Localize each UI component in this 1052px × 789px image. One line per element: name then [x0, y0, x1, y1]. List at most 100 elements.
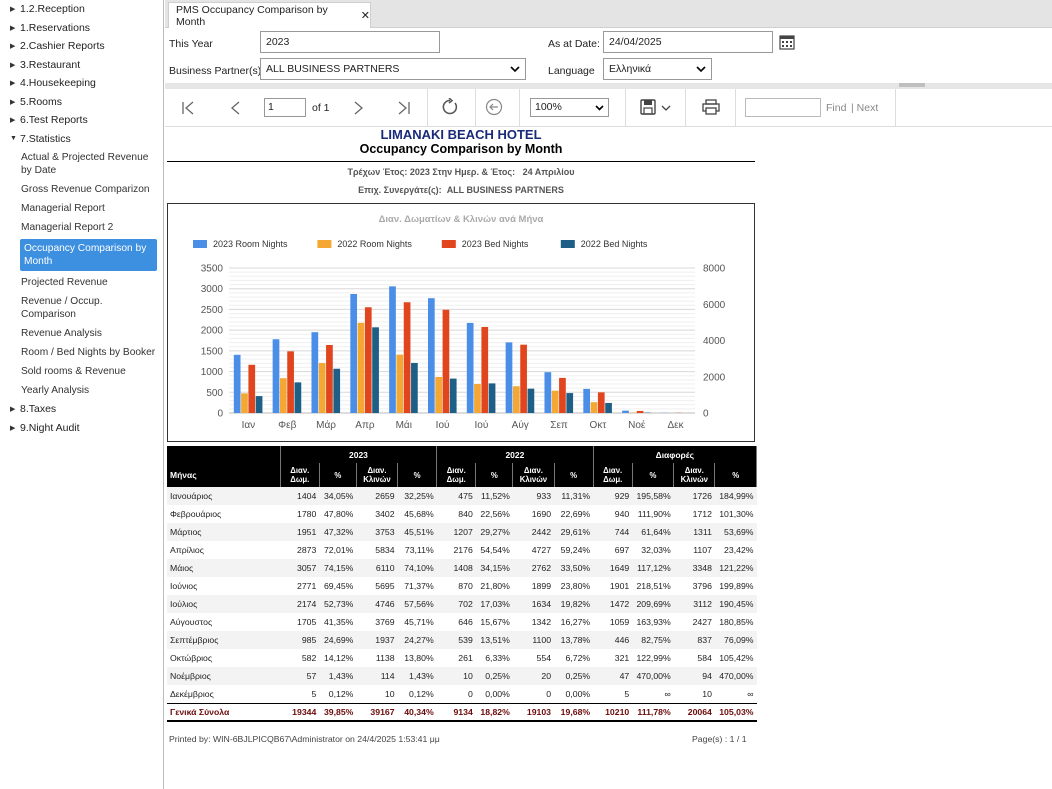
save-icon[interactable] — [640, 99, 656, 115]
table-cell: 0,25% — [554, 667, 594, 685]
table-cell: Απρίλιος — [170, 545, 204, 555]
find-input[interactable] — [745, 98, 821, 117]
bar — [396, 354, 404, 413]
table-cell: Δεκέμβριος — [170, 688, 214, 699]
bar — [474, 383, 481, 413]
x-tick-label: Ιού — [475, 419, 489, 431]
as-at-date-input[interactable]: 24/04/2025 — [603, 31, 773, 53]
table-cell: Μάρτιος — [167, 523, 281, 541]
table-cell: 218,51% — [636, 581, 671, 591]
table-cell — [167, 446, 281, 463]
sidebar-subitem[interactable]: Managerial Report — [21, 203, 105, 214]
tab-bar: PMS Occupancy Comparison by Month ✕ — [165, 0, 1052, 28]
calendar-icon[interactable] — [779, 34, 795, 50]
table-cell: 697 — [614, 545, 630, 555]
toolbar-separator — [685, 89, 686, 127]
table-cell: 10 — [702, 688, 712, 699]
occupancy-chart: Διαν. Δωματίων & Κλινών ανά Μήνα 2023 Roo… — [193, 214, 726, 431]
caret-right-icon: ▶ — [10, 43, 16, 51]
table-cell: 13,78% — [554, 631, 594, 649]
sidebar-item[interactable]: ▶ 1.Reservations — [0, 19, 163, 38]
table-cell: Ιούνιος — [170, 581, 198, 591]
page-number-input[interactable]: 1 — [264, 98, 306, 117]
table-cell: 321 — [614, 653, 630, 663]
sidebar-item[interactable]: ▶ 4.Housekeeping — [0, 74, 163, 93]
y-tick-left: 2500 — [201, 305, 224, 316]
table-cell: 105,03% — [714, 702, 757, 722]
table-cell: 1899 — [531, 581, 552, 591]
table-cell: 261 — [458, 653, 473, 663]
chevron-down-icon[interactable] — [661, 103, 671, 113]
previous-page-icon[interactable] — [229, 101, 243, 115]
zoom-select[interactable]: 100% — [530, 98, 609, 117]
sidebar-subitem[interactable]: Revenue Analysis — [21, 328, 102, 339]
this-year-input[interactable]: 2023 — [260, 31, 440, 53]
legend-swatch — [560, 240, 575, 248]
table-cell: 45,51% — [397, 523, 437, 541]
business-partner-label: Business Partner(s) — [169, 65, 262, 77]
table-cell: % — [397, 463, 438, 487]
bar — [389, 286, 396, 413]
print-icon[interactable] — [702, 99, 720, 115]
table-cell: 0,00% — [485, 688, 510, 699]
first-page-icon[interactable] — [181, 101, 195, 115]
back-icon[interactable] — [485, 98, 503, 116]
table-cell: 3402 — [375, 509, 395, 519]
sidebar-item[interactable]: ▼ 7.Statistics — [0, 130, 163, 149]
last-page-icon[interactable] — [397, 101, 411, 115]
table-cell: 76,09% — [714, 631, 757, 649]
splitter-handle[interactable] — [899, 83, 925, 87]
table-cell: ∞ — [747, 688, 754, 699]
table-cell: 180,85% — [719, 617, 754, 627]
refresh-icon[interactable] — [441, 98, 459, 116]
y-tick-left: 3000 — [201, 284, 224, 295]
bar — [435, 376, 442, 413]
sidebar-subitem[interactable]: Room / Bed Nights by Booker — [21, 347, 156, 358]
close-icon[interactable]: ✕ — [360, 10, 370, 22]
table-row: Δεκέμβριος 5 0,12% 10 0,12% 0 0,00% 0 0,00% 5 ∞ 10 ∞ — [167, 685, 757, 703]
table-cell: 1100 — [512, 631, 555, 649]
sidebar-subitem[interactable]: Yearly Analysis — [21, 385, 90, 396]
table-cell: 2659 — [356, 487, 398, 505]
report-viewer: LIMANAKI BEACH HOTEL Occupancy Compariso… — [165, 127, 1052, 789]
table-cell: 582 — [301, 653, 317, 663]
table-cell: 45,71% — [404, 617, 434, 627]
sidebar-subitem[interactable]: Occupancy Comparison by Month — [20, 239, 157, 271]
table-cell: 1901 — [609, 581, 630, 591]
sidebar-item[interactable]: ▶ 9.Night Audit — [0, 419, 163, 438]
table-cell: % — [475, 463, 514, 487]
sidebar-subitem[interactable]: Gross Revenue Comparizon — [21, 184, 150, 195]
table-cell: 1207 — [436, 523, 476, 541]
sidebar-item[interactable]: ▶ 5.Rooms — [0, 93, 163, 112]
find-button[interactable]: Find — [826, 102, 847, 114]
table-cell: 22,69% — [560, 509, 591, 519]
table-cell: 940 — [614, 509, 630, 519]
business-partner-select[interactable]: ALL BUSINESS PARTNERS — [260, 58, 526, 80]
language-select[interactable]: Ελληνικά — [603, 58, 712, 80]
sidebar-item[interactable]: ▶ 3.Restaurant — [0, 56, 163, 75]
as-at-date-label: As at Date: — [548, 38, 600, 50]
sidebar-subitem[interactable]: Projected Revenue — [21, 277, 108, 288]
y-tick-right: 8000 — [703, 264, 726, 275]
sidebar-subitem[interactable]: Sold rooms & Revenue — [21, 366, 126, 377]
table-cell: 0,00% — [565, 688, 591, 699]
table-cell: 34,15% — [475, 559, 513, 577]
next-page-icon[interactable] — [351, 101, 365, 115]
sidebar-item[interactable]: ▶ 2.Cashier Reports — [0, 37, 163, 56]
next-button[interactable]: | Next — [851, 102, 879, 114]
parameters-splitter[interactable] — [165, 83, 1052, 89]
sidebar-subitem[interactable]: Actual & Projected Revenue by Date — [21, 152, 149, 176]
table-cell: 10 — [436, 667, 476, 685]
tab-occupancy-comparison[interactable]: PMS Occupancy Comparison by Month ✕ — [168, 2, 371, 28]
table-cell: 23,42% — [724, 545, 754, 555]
sidebar-item[interactable]: ▶ 1.2.Reception — [0, 0, 163, 19]
sidebar-subitem[interactable]: Revenue / Occup. Comparison — [21, 296, 103, 320]
table-cell: 6,33% — [485, 653, 510, 663]
y-tick-left: 2000 — [201, 326, 224, 337]
sidebar-item[interactable]: ▶ 8.Taxes — [0, 400, 163, 419]
sidebar-item[interactable]: ▶ 6.Test Reports — [0, 111, 163, 130]
table-cell: 22,56% — [480, 509, 510, 519]
sidebar-subitem[interactable]: Managerial Report 2 — [21, 222, 114, 233]
table-row: Νοέμβριος 57 1,43% 114 1,43% 10 0,25% 20 0,25% 47… — [167, 667, 757, 685]
table-cell: Μάιος — [167, 559, 281, 577]
